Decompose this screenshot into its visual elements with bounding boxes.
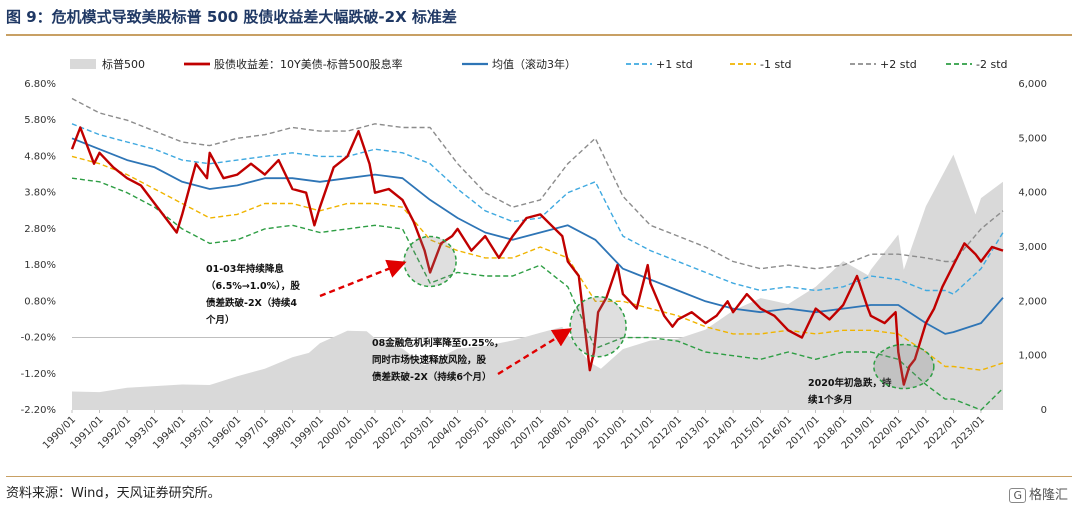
watermark: G 格隆汇: [1009, 484, 1068, 503]
line-layer: [70, 97, 1004, 411]
legend-label: +1 std: [656, 58, 693, 71]
watermark-text: 格隆汇: [1028, 488, 1068, 503]
legend-label: 均值（滚动3年）: [492, 57, 576, 71]
p1-line: [71, 123, 1004, 295]
arrow-2003: [319, 259, 407, 298]
source-note: 资料来源：Wind，天风证券研究所。: [6, 486, 221, 501]
left-tick-label: 3.80%: [24, 188, 56, 199]
annotation-text: 个月）: [205, 314, 235, 326]
right-tick-label: 2,000: [1018, 296, 1047, 307]
annotation-text: 同时市场快速释放风险，股: [372, 354, 487, 366]
annotation-text: 2020年初急跌，持: [808, 377, 892, 389]
spread-line: [70, 126, 1004, 386]
annotation-text: 08金融危机利率降至0.25%，: [372, 337, 504, 349]
left-tick-label: 2.80%: [24, 224, 56, 235]
right-axis-ticks: 6,000 5,000 4,000 3,000 2,000 1,000 0: [1018, 79, 1047, 416]
title-rule: [6, 34, 1072, 36]
m2-line: [71, 177, 1004, 411]
legend: 标普500 股债收益差：10Y美债-标普500股息率 均值（滚动3年） +1 std -…: [70, 57, 1008, 71]
m1-line: [71, 155, 1004, 371]
right-tick-label: 4,000: [1018, 188, 1047, 199]
left-tick-label: -0.20%: [21, 333, 56, 344]
chart: 标普500 股债收益差：10Y美债-标普500股息率 均值（滚动3年） +1 std -…: [21, 57, 1047, 451]
figure-title: 图 9：危机模式导致美股标普 500 股债收益差大幅跌破-2X 标准差: [6, 8, 457, 26]
legend-label: +2 std: [880, 58, 917, 71]
legend-label: -1 std: [760, 58, 792, 71]
highlight-ellipse: [873, 343, 935, 390]
right-tick-label: 1,000: [1018, 351, 1047, 362]
annotation-text: （6.5%→1.0%），股: [206, 280, 300, 292]
left-tick-label: -2.20%: [21, 405, 56, 416]
highlight-ellipse: [569, 295, 627, 358]
legend-label: -2 std: [976, 58, 1008, 71]
left-tick-label: 0.80%: [24, 296, 56, 307]
right-tick-label: 5,000: [1018, 133, 1047, 144]
arrow-2008: [497, 328, 573, 376]
right-tick-label: 6,000: [1018, 79, 1047, 90]
left-tick-label: 6.80%: [24, 79, 56, 90]
watermark-logo-icon: G: [1009, 488, 1026, 503]
spx-area-layer: [72, 154, 1003, 410]
legend-label: 标普500: [102, 57, 145, 71]
right-tick-label: 0: [1041, 405, 1047, 416]
p2-line: [71, 97, 1004, 270]
highlight-ellipse: [403, 235, 457, 288]
legend-swatch-spx: [70, 59, 96, 69]
left-tick-label: 4.80%: [24, 151, 56, 162]
annotation-text: 01-03年持续降息: [206, 263, 284, 275]
annotation-text: 续1个多月: [808, 394, 853, 406]
footer-rule: [6, 476, 1072, 477]
legend-label: 股债收益差：10Y美债-标普500股息率: [214, 57, 403, 71]
left-axis-ticks: 6.80% 5.80% 4.80% 3.80% 2.80% 1.80% 0.80% -0.20…: [21, 79, 56, 416]
left-tick-label: 5.80%: [24, 115, 56, 126]
x-axis-ticks: 1990/011991/011992/011993/011994/011995/…: [41, 410, 987, 451]
annotation-text: 债差跌破-2X（持续4: [206, 297, 297, 309]
annotation-text: 债差跌破-2X（持续6个月）: [372, 371, 492, 383]
left-tick-label: 1.80%: [24, 260, 56, 271]
spx-area: [72, 154, 1003, 410]
left-tick-label: -1.20%: [21, 369, 56, 380]
right-tick-label: 3,000: [1018, 242, 1047, 253]
